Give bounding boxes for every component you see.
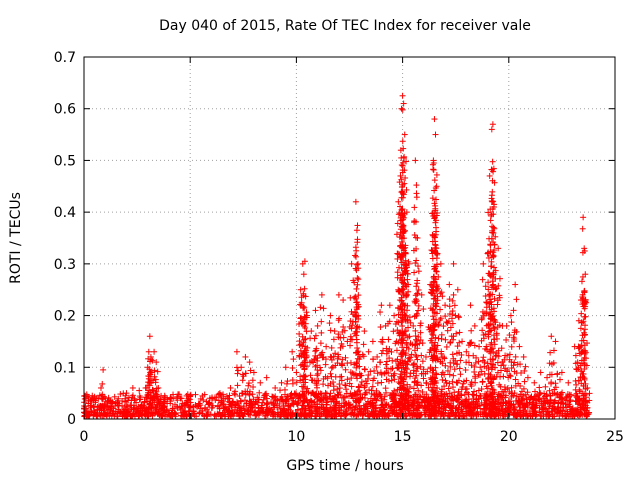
data-point-baseline <box>389 395 396 402</box>
data-point-baseline <box>452 412 459 419</box>
data-point-baseline <box>172 411 179 418</box>
x-tick-label: 0 <box>80 429 89 445</box>
data-point-baseline <box>308 398 315 405</box>
data-point-baseline <box>183 411 190 418</box>
x-tick-label: 25 <box>606 429 624 445</box>
data-point-baseline <box>333 398 340 405</box>
data-point-baseline <box>191 412 198 419</box>
data-point-baseline <box>255 405 262 412</box>
data-point-baseline <box>111 393 118 400</box>
y-tick-label: 0.1 <box>54 360 76 376</box>
data-point-baseline <box>201 391 208 398</box>
data-point-baseline <box>187 399 194 406</box>
data-point-baseline <box>372 396 379 403</box>
data-point-baseline <box>115 406 122 413</box>
x-tick-label: 10 <box>287 429 305 445</box>
data-point-baseline <box>268 399 275 406</box>
y-tick-label: 0.6 <box>54 102 76 118</box>
data-point-baseline <box>129 392 136 399</box>
data-point-baseline <box>508 393 515 400</box>
y-tick-label: 0.7 <box>54 50 76 66</box>
y-tick-label: 0.3 <box>54 257 76 273</box>
data-point-baseline <box>201 412 208 419</box>
data-point-baseline <box>192 391 199 398</box>
data-point-baseline <box>272 393 279 400</box>
data-point-baseline <box>165 411 172 418</box>
data-point-baseline <box>378 395 385 402</box>
y-tick-label: 0.5 <box>54 153 76 169</box>
x-axis-label: GPS time / hours <box>286 458 403 474</box>
data-point-baseline <box>119 402 126 409</box>
y-axis-label: ROTI / TECUs <box>8 192 24 284</box>
grid-layer <box>84 57 615 419</box>
y-tick-label: 0 <box>67 412 76 428</box>
x-tick-label: 15 <box>394 429 412 445</box>
y-tick-label: 0.4 <box>54 205 76 221</box>
data-point-baseline <box>519 404 526 411</box>
chart-title: Day 040 of 2015, Rate Of TEC Index for r… <box>159 18 531 34</box>
x-tick-label: 5 <box>186 429 195 445</box>
y-tick-label: 0.2 <box>54 309 76 325</box>
data-point-baseline <box>200 397 207 404</box>
data-point-baseline <box>586 390 593 397</box>
x-tick-label: 20 <box>500 429 518 445</box>
data-point-baseline <box>576 399 583 406</box>
points-layer <box>81 92 593 420</box>
data-point-baseline <box>324 398 331 405</box>
data-point-baseline <box>104 398 111 405</box>
